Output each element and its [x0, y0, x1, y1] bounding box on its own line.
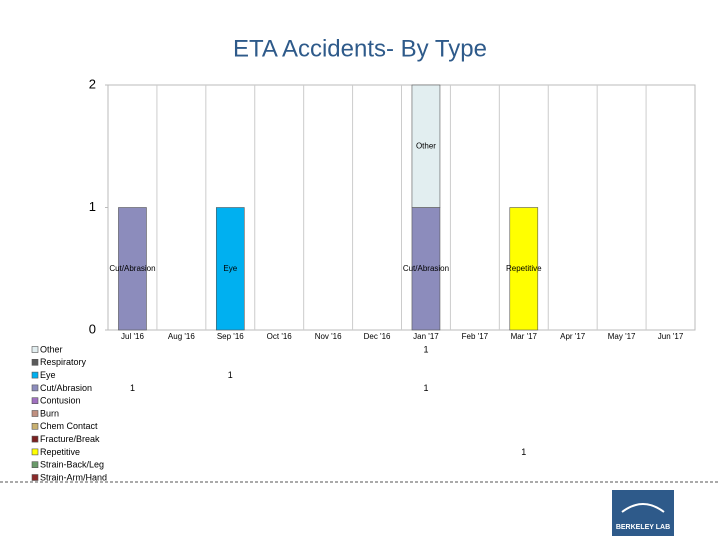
legend-label: Strain-Back/Leg [40, 460, 104, 470]
legend-label: Respiratory [40, 357, 87, 367]
y-tick-label: 0 [89, 321, 96, 336]
logo-arc [621, 503, 665, 513]
segment-label: Cut/Abrasion [403, 264, 449, 273]
y-tick-label: 2 [89, 76, 96, 91]
legend-swatch [31, 410, 39, 417]
legend-swatch [31, 384, 39, 392]
legend-swatch [31, 435, 39, 443]
legend-label: Contusion [40, 396, 81, 406]
legend-label: Burn [40, 408, 59, 418]
bar-segment [411, 84, 441, 208]
legend-label: Repetitive [40, 447, 80, 457]
x-tick-label: Feb '17 [462, 332, 489, 341]
bar-segment [215, 207, 245, 331]
y-tick-label: 1 [89, 199, 96, 214]
legend-label: Fracture/Break [40, 434, 100, 444]
x-tick-label: Oct '16 [267, 332, 293, 341]
segment-label: Eye [223, 264, 237, 273]
x-tick-label: Jul '16 [121, 332, 144, 341]
bar-segment [118, 207, 147, 331]
legend-swatch [31, 474, 39, 481]
table-value: 1 [228, 370, 233, 380]
bar-segment [411, 207, 441, 331]
x-tick-label: Nov '16 [315, 332, 342, 341]
legend-swatch [31, 358, 39, 366]
legend-label: Cut/Abrasion [40, 383, 92, 393]
x-tick-label: Aug '16 [168, 332, 195, 341]
legend-swatch [31, 422, 39, 430]
x-tick-label: Apr '17 [560, 332, 586, 341]
segment-label: Other [416, 141, 436, 150]
logo-box [612, 490, 674, 536]
legend-swatch [31, 461, 39, 469]
legend-label: Other [40, 344, 63, 354]
segment-label: Repetitive [506, 264, 542, 273]
legend-swatch [31, 397, 39, 405]
x-tick-label: Sep '16 [217, 332, 244, 341]
table-value: 1 [423, 383, 428, 393]
segment-label: Cut/Abrasion [109, 264, 155, 273]
table-value: 1 [521, 447, 526, 457]
legend-label: Eye [40, 370, 56, 380]
legend-label: Strain-Arm/Hand [40, 472, 107, 482]
chart-title: ETA Accidents- By Type [233, 35, 487, 62]
x-tick-label: Dec '16 [364, 332, 391, 341]
x-tick-label: Jun '17 [658, 332, 684, 341]
x-tick-label: May '17 [608, 332, 636, 341]
bar-segment [509, 207, 539, 331]
table-value: 1 [423, 344, 428, 354]
legend-swatch [31, 448, 39, 456]
legend-swatch [31, 371, 39, 379]
x-tick-label: Jan '17 [413, 332, 439, 341]
legend-swatch [31, 346, 39, 353]
legend-label: Chem Contact [40, 421, 98, 431]
table-value: 1 [130, 383, 135, 393]
logo-text: BERKELEY LAB [616, 524, 670, 531]
x-tick-label: Mar '17 [511, 332, 538, 341]
